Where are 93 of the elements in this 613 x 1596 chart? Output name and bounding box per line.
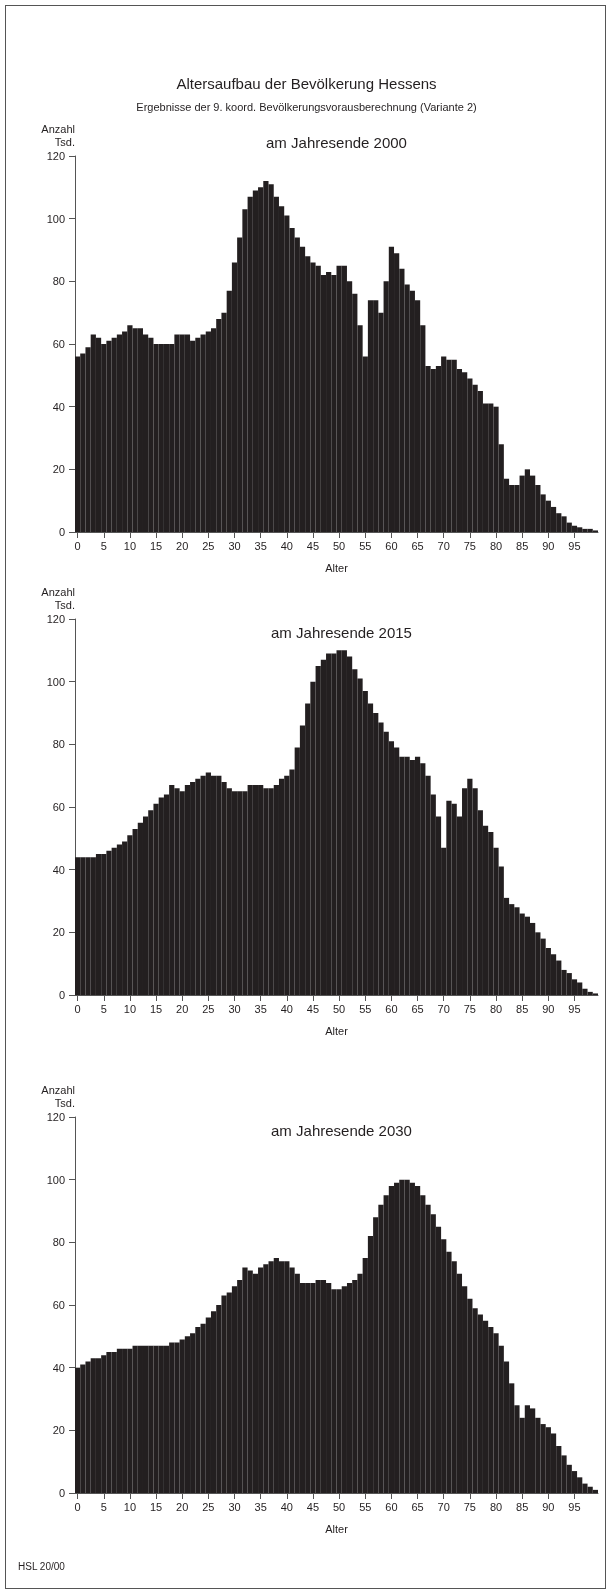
x-tick-label: 35 (254, 1500, 267, 1513)
x-tick-label: 25 (202, 539, 215, 552)
x-tick-label: 75 (463, 1500, 476, 1513)
x-tick-label: 45 (306, 1500, 320, 1513)
x-tick-label: 90 (542, 1002, 555, 1015)
x-tick-label: 5 (100, 539, 107, 552)
x-tick-label: 0 (74, 1500, 81, 1513)
x-tick-label: 75 (463, 1002, 476, 1015)
x-tick-label: 30 (228, 1500, 241, 1513)
x-tick-label: 15 (149, 1500, 163, 1513)
x-tick-label: 95 (568, 1500, 581, 1513)
y-tick-label: 0 (58, 989, 65, 1001)
x-tick-label: 60 (385, 1500, 398, 1513)
text: am Jahresende 2000 (266, 134, 407, 151)
chart-title: am Jahresende 2015 (271, 624, 412, 641)
y-tick-label: 0 (58, 526, 65, 538)
x-tick-label: 0 (74, 539, 81, 552)
x-tick-label: 15 (149, 539, 163, 552)
x-tick-label: 50 (332, 539, 346, 552)
x-tick-label: 20 (176, 1500, 189, 1513)
x-tick-label: 55 (359, 539, 372, 552)
y-tick-label: 20 (52, 926, 65, 939)
x-tick-label: 10 (123, 1500, 137, 1513)
x-tick-label: 40 (280, 1500, 293, 1513)
x-tick-label: 75 (463, 539, 476, 552)
y-tick-label: 80 (52, 738, 65, 751)
chart-title: Altersaufbau der Bevölkerung Hessens (176, 75, 437, 92)
x-tick-label: 80 (489, 539, 503, 552)
x-tick-label: 30 (228, 539, 241, 552)
x-tick-label: 25 (202, 1500, 215, 1513)
x-tick-label: 25 (202, 1002, 215, 1015)
x-tick-label: 45 (306, 539, 320, 552)
x-tick-label: 35 (254, 1002, 267, 1015)
x-tick-label: 95 (568, 1002, 581, 1015)
x-tick-label: 35 (254, 539, 267, 552)
y-tick-label: 100 (46, 1173, 65, 1186)
x-axis-title: Alter (325, 561, 349, 574)
x-tick-label: 90 (542, 1500, 555, 1513)
x-tick-label: 45 (306, 1002, 320, 1015)
y-tick-label: 20 (52, 463, 65, 476)
x-tick-label: 55 (359, 1500, 372, 1513)
x-tick-label: 15 (149, 1002, 163, 1015)
x-tick-label: 0 (74, 1002, 81, 1015)
x-tick-label: 80 (489, 1002, 503, 1015)
y-tick-label: 0 (58, 1487, 65, 1499)
x-axis-title: Alter (325, 1522, 349, 1535)
y-tick-label: 120 (46, 1111, 65, 1123)
y-tick-label: 40 (52, 863, 65, 876)
x-tick-label: 70 (437, 1002, 450, 1015)
x-tick-label: 85 (516, 1002, 529, 1015)
x-tick-label: 65 (411, 539, 424, 552)
x-axis-title: Alter (325, 1024, 349, 1037)
x-tick-label: 70 (437, 1500, 450, 1513)
x-tick-label: 5 (100, 1002, 107, 1015)
y-tick-label: 80 (52, 1236, 65, 1249)
y-tick-label: 120 (46, 150, 65, 162)
x-tick-label: 50 (332, 1500, 346, 1513)
y-tick-label: 100 (46, 212, 65, 225)
x-tick-label: 70 (437, 539, 450, 552)
y-axis-title: Anzahl Tsd. (41, 122, 75, 148)
chart-subtitle: Ergebnisse der 9. koord. Bevölkerungsvorausberechnung (Variante 2) (136, 100, 477, 113)
y-tick-label: 20 (52, 1424, 65, 1437)
x-tick-label: 50 (332, 1002, 346, 1015)
y-tick-label: 60 (52, 338, 65, 350)
text: HSL 20/00 (18, 1560, 66, 1572)
y-tick-label: 100 (46, 675, 65, 688)
x-tick-label: 60 (385, 1002, 398, 1015)
y-tick-label: 40 (52, 400, 65, 413)
chart-title: am Jahresende 2030 (271, 1122, 412, 1139)
x-tick-label: 20 (176, 539, 189, 552)
x-tick-label: 10 (123, 1002, 137, 1015)
x-tick-label: 10 (123, 539, 137, 552)
y-tick-label: 60 (52, 801, 65, 813)
x-tick-label: 30 (228, 1002, 241, 1015)
y-tick-label: 60 (52, 1299, 65, 1311)
x-tick-label: 95 (568, 539, 581, 552)
x-tick-label: 90 (542, 539, 555, 552)
x-tick-label: 55 (359, 1002, 372, 1015)
y-axis-title: Anzahl Tsd. (41, 1083, 75, 1109)
x-tick-label: 85 (516, 539, 529, 552)
x-tick-label: 40 (280, 1002, 293, 1015)
x-tick-label: 20 (176, 1002, 189, 1015)
x-tick-label: 40 (280, 539, 293, 552)
y-tick-label: 120 (46, 613, 65, 625)
x-tick-label: 65 (411, 1500, 424, 1513)
x-tick-label: 65 (411, 1002, 424, 1015)
y-tick-label: 80 (52, 275, 65, 288)
x-tick-label: 5 (100, 1500, 107, 1513)
y-axis-title: Anzahl Tsd. (41, 585, 75, 611)
x-tick-label: 85 (516, 1500, 529, 1513)
x-tick-label: 80 (489, 1500, 503, 1513)
x-tick-label: 60 (385, 539, 398, 552)
y-tick-label: 40 (52, 1361, 65, 1374)
